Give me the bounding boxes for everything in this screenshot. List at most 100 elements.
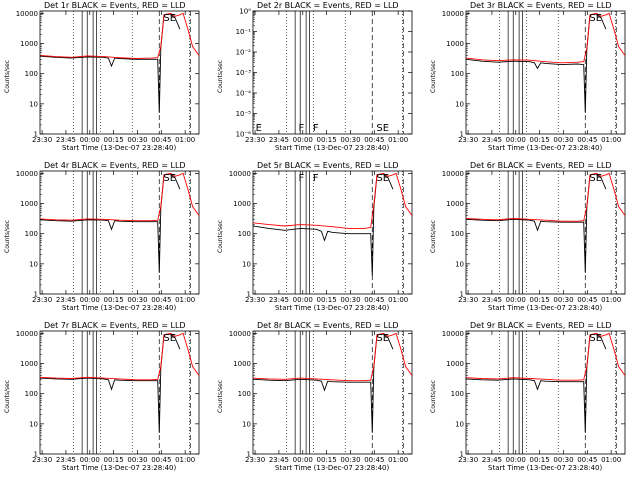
panel-title: Det 8r BLACK = Events, RED = LLD xyxy=(257,321,399,330)
y-tick-label: 1 xyxy=(460,291,464,299)
x-tick-label: 00:30 xyxy=(553,296,573,304)
x-tick-label: 00:45 xyxy=(364,136,384,144)
y-tick-label: 10 xyxy=(29,100,38,108)
y-tick-label: 10000 xyxy=(16,170,38,178)
detector-panel: Det 5r BLACK = Events, RED = LLD Counts/s… xyxy=(213,160,426,320)
x-tick-label: 23:30 xyxy=(245,296,265,304)
y-tick-label: 1000 xyxy=(233,200,251,208)
detector-panel: Det 1r BLACK = Events, RED = LLD Counts/s… xyxy=(0,0,213,160)
event-marker-label: S xyxy=(376,173,382,184)
series-line-lld xyxy=(40,172,199,222)
y-tick-label: 10000 xyxy=(442,10,464,18)
x-tick-label: 00:30 xyxy=(340,296,360,304)
x-tick-label: 00:30 xyxy=(340,456,360,464)
y-tick-label: 100 xyxy=(25,70,38,78)
x-tick-label: 00:15 xyxy=(530,296,550,304)
event-marker-label: E xyxy=(383,123,389,134)
event-marker-label: S xyxy=(163,173,169,184)
x-tick-label: 00:15 xyxy=(317,296,337,304)
x-tick-label: 23:30 xyxy=(458,296,478,304)
y-tick-label: 1000 xyxy=(446,40,464,48)
plot-svg: E F F S E23:30 23:45 00:00 00:15 00:30 00:45 01:00… xyxy=(236,8,413,144)
y-tick-label: 1 xyxy=(34,451,38,459)
x-tick-label: 01:00 xyxy=(388,296,408,304)
x-tick-label: 00:00 xyxy=(293,296,313,304)
plot-svg: S E 23:30 23:45 00:00 00:15 00:30 00:45 01:00 1 10… xyxy=(16,10,200,144)
y-tick-label: 10000 xyxy=(16,10,38,18)
plot-svg: S E 23:30 23:45 00:00 00:15 00:30 00:45 01:00 1 10… xyxy=(229,330,413,464)
y-tick-label: 10⁻¹ xyxy=(236,28,252,36)
y-tick-label: 1 xyxy=(247,291,251,299)
plot-frame xyxy=(465,330,626,455)
y-tick-label: 10 xyxy=(242,420,251,428)
x-tick-label: 23:45 xyxy=(482,296,502,304)
x-tick-label: 01:00 xyxy=(601,456,621,464)
y-tick-label: 10⁰ xyxy=(239,8,251,16)
panel-title: Det 3r BLACK = Events, RED = LLD xyxy=(470,1,612,10)
plot-svg: S E 23:30 23:45 00:00 00:15 00:30 00:45 01:00 1 10… xyxy=(16,170,200,304)
y-tick-label: 10000 xyxy=(442,330,464,338)
x-tick-label: 01:00 xyxy=(388,136,408,144)
x-tick-label: 00:45 xyxy=(577,296,597,304)
y-tick-label: 1 xyxy=(460,131,464,139)
x-tick-label: 00:15 xyxy=(104,136,124,144)
series-line-lld xyxy=(40,12,199,59)
x-axis-label: Start Time (13-Dec-07 23:28:40) xyxy=(488,304,603,312)
y-tick-label: 1 xyxy=(34,131,38,139)
series-line-lld xyxy=(466,12,625,64)
event-marker-label: S xyxy=(163,13,169,24)
x-tick-label: 23:45 xyxy=(56,136,76,144)
event-marker-label: E xyxy=(256,123,262,134)
x-tick-label: 01:00 xyxy=(388,456,408,464)
y-tick-label: 1 xyxy=(460,451,464,459)
x-tick-label: 23:45 xyxy=(56,296,76,304)
event-marker-label: E xyxy=(170,173,176,184)
panel-title: Det 1r BLACK = Events, RED = LLD xyxy=(44,1,186,10)
x-tick-label: 00:45 xyxy=(151,136,171,144)
panel-title: Det 4r BLACK = Events, RED = LLD xyxy=(44,161,186,170)
y-tick-label: 10000 xyxy=(229,330,251,338)
y-tick-label: 10 xyxy=(455,420,464,428)
event-marker-label: S xyxy=(589,13,595,24)
x-tick-label: 00:15 xyxy=(530,456,550,464)
y-tick-label: 100 xyxy=(451,70,464,78)
y-tick-label: 10000 xyxy=(16,330,38,338)
x-tick-label: 00:30 xyxy=(127,136,147,144)
x-tick-label: 00:30 xyxy=(340,136,360,144)
y-tick-label: 1 xyxy=(34,291,38,299)
x-tick-label: 23:30 xyxy=(32,456,52,464)
y-tick-label: 100 xyxy=(451,390,464,398)
y-tick-label: 1 xyxy=(247,451,251,459)
y-tick-label: 10 xyxy=(242,260,251,268)
x-tick-label: 23:30 xyxy=(245,136,265,144)
x-tick-label: 23:45 xyxy=(482,136,502,144)
panel-title: Det 7r BLACK = Events, RED = LLD xyxy=(44,321,186,330)
x-tick-label: 00:15 xyxy=(317,456,337,464)
x-tick-label: 23:45 xyxy=(56,456,76,464)
event-marker-label: S xyxy=(589,333,595,344)
x-axis-label: Start Time (13-Dec-07 23:28:40) xyxy=(62,464,177,472)
y-tick-label: 10⁻⁵ xyxy=(236,110,252,118)
detector-panel: Det 3r BLACK = Events, RED = LLD Counts/s… xyxy=(426,0,639,160)
y-tick-label: 100 xyxy=(451,230,464,238)
series-line-lld xyxy=(466,332,625,381)
x-tick-label: 23:45 xyxy=(269,456,289,464)
y-tick-label: 10 xyxy=(455,260,464,268)
x-tick-label: 00:15 xyxy=(104,456,124,464)
detector-panel: Det 8r BLACK = Events, RED = LLD Counts/s… xyxy=(213,320,426,480)
x-tick-label: 00:45 xyxy=(151,296,171,304)
x-tick-label: 01:00 xyxy=(175,136,195,144)
x-tick-label: 23:45 xyxy=(269,296,289,304)
x-tick-label: 00:00 xyxy=(80,296,100,304)
plot-frame xyxy=(39,10,200,135)
y-tick-label: 100 xyxy=(238,390,251,398)
panel-title: Det 2r BLACK = Events, RED = LLD xyxy=(257,1,399,10)
plot-frame xyxy=(252,10,413,135)
x-axis-label: Start Time (13-Dec-07 23:28:40) xyxy=(488,144,603,152)
x-tick-label: 00:45 xyxy=(577,136,597,144)
series-line-lld xyxy=(253,332,412,382)
plot-svg: S E 23:30 23:45 00:00 00:15 00:30 00:45 01:00 1 10… xyxy=(442,330,626,464)
x-tick-label: 23:30 xyxy=(245,456,265,464)
plot-frame xyxy=(39,170,200,295)
